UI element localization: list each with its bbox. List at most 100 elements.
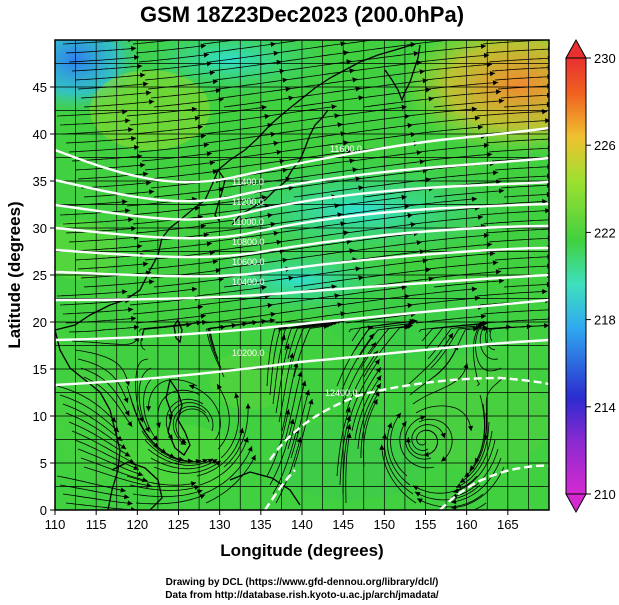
streamline — [169, 402, 214, 432]
streamline — [342, 304, 413, 315]
streamline — [217, 79, 288, 90]
stream-arrowhead — [346, 415, 351, 421]
streamline — [141, 152, 213, 162]
shade-patch — [270, 420, 430, 500]
stream-arrowhead — [334, 293, 340, 299]
stream-arrowhead — [337, 122, 343, 128]
streamline — [494, 256, 549, 261]
streamline — [138, 421, 193, 462]
stream-arrowhead — [483, 142, 490, 149]
streamline — [272, 213, 343, 225]
coastline-asia-mainland — [55, 43, 416, 331]
streamline — [503, 194, 549, 198]
x-tick-label: 130 — [209, 517, 231, 532]
streamline — [475, 327, 502, 372]
colorbar: 210 214 218 222 226 230 — [565, 38, 616, 514]
stream-arrowhead — [282, 77, 288, 83]
stream-arrowhead — [143, 261, 149, 267]
streamline — [272, 334, 286, 405]
stream-arrowhead — [498, 278, 505, 284]
stream-arrowhead — [252, 320, 258, 326]
x-tick-label: 140 — [291, 517, 313, 532]
stream-arrowhead — [401, 284, 407, 290]
streamline — [405, 415, 432, 460]
stream-arrowhead — [419, 69, 425, 75]
streamline — [208, 232, 279, 243]
stream-arrowhead — [407, 212, 413, 219]
streamline — [135, 45, 207, 54]
stream-arrowhead — [379, 444, 385, 450]
streamline — [223, 403, 249, 468]
stream-arrowhead — [144, 426, 150, 433]
streamline — [342, 40, 376, 45]
coastline-borneo — [111, 461, 163, 510]
stream-arrowhead — [346, 432, 352, 439]
streamline — [293, 186, 364, 198]
stream-arrowhead — [549, 323, 554, 328]
streamline — [68, 56, 140, 63]
streamline — [415, 45, 487, 54]
stream-arrowhead — [441, 456, 447, 462]
stream-arrowhead — [349, 158, 355, 164]
stream-arrowhead — [489, 71, 496, 77]
stream-arrowhead — [413, 485, 419, 491]
streamline — [135, 494, 206, 505]
streamline — [412, 216, 484, 225]
contour-line — [55, 246, 549, 278]
streamline — [351, 241, 422, 252]
stream-arrowhead — [349, 68, 355, 74]
streamline — [406, 332, 454, 387]
streamline — [503, 104, 549, 108]
streamline — [269, 204, 340, 216]
coastline-kamchatka — [384, 44, 421, 102]
stream-arrowhead — [218, 97, 224, 103]
stream-arrowhead — [460, 511, 465, 516]
stream-arrowhead — [352, 167, 358, 173]
stream-arrowhead — [480, 313, 486, 319]
contour-line-dashed — [439, 464, 549, 510]
stream-arrowhead — [215, 88, 221, 94]
streamline — [476, 291, 548, 297]
contour-line-dashed — [264, 469, 296, 510]
streamline — [354, 375, 382, 441]
stream-arrowhead — [199, 494, 206, 499]
stream-arrowhead — [401, 194, 407, 200]
stream-arrowhead — [334, 203, 340, 209]
streamline — [342, 214, 413, 225]
stream-arrowhead — [251, 455, 256, 461]
stream-arrowhead — [191, 106, 197, 112]
streamline — [126, 108, 198, 117]
streamline — [476, 111, 548, 117]
streamline — [336, 196, 407, 207]
streamline — [284, 371, 302, 441]
stream-arrowhead — [474, 295, 480, 301]
stream-arrowhead — [448, 333, 453, 339]
stream-arrowhead — [133, 465, 139, 470]
streamline — [275, 222, 346, 234]
streamline — [223, 97, 294, 108]
contour-label: 12400.0 — [325, 388, 358, 398]
streamline — [357, 169, 428, 180]
stream-arrowhead — [346, 239, 352, 245]
streamline — [272, 428, 298, 495]
stream-arrowhead — [276, 239, 282, 245]
stream-arrowhead — [483, 52, 490, 59]
y-tick-label: 40 — [33, 127, 47, 142]
stream-arrowhead — [337, 212, 343, 218]
stream-arrowhead — [131, 46, 137, 52]
streamline — [494, 166, 549, 171]
stream-arrowhead — [428, 96, 434, 102]
streamline — [360, 325, 411, 369]
contour-line — [55, 202, 549, 240]
stream-arrowhead — [547, 254, 549, 260]
streamline — [83, 101, 155, 108]
stream-arrowhead — [343, 50, 349, 56]
stream-arrowhead — [289, 353, 294, 359]
stream-arrowhead — [202, 458, 208, 464]
streamline — [65, 137, 137, 144]
y-tick-label: 5 — [40, 456, 47, 471]
streamline — [351, 320, 415, 342]
stream-arrowhead — [495, 269, 502, 275]
streamline — [345, 313, 416, 324]
streamline — [153, 188, 224, 198]
